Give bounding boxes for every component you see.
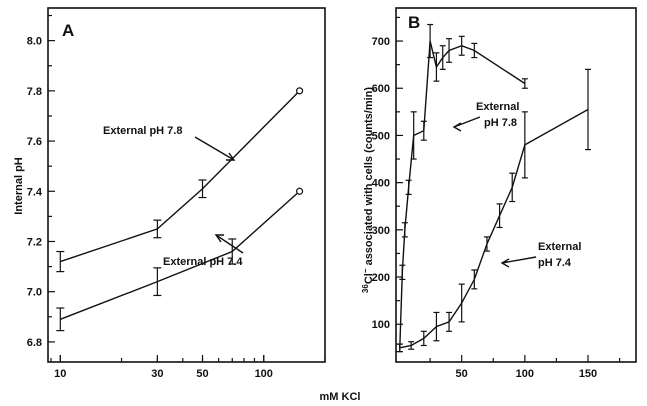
annotation-b-7-8-line1: External	[476, 101, 519, 113]
annotation-b-7-4-line2: pH 7.4	[538, 257, 572, 269]
y-tick-label: 100	[372, 319, 390, 331]
open-point	[295, 87, 304, 95]
panel-b-ylabel-ion: Cl	[363, 273, 375, 284]
y-tick-label: 500	[372, 130, 390, 142]
annotation-arrow-7-8-a	[194, 136, 235, 161]
panel-b-series	[396, 23, 591, 353]
annotation-external-ph-7-4-a: External pH 7.4	[163, 256, 243, 268]
annotation-arrowhead-b-7-8	[452, 122, 462, 132]
panel-b-ylabel-charge: −	[361, 268, 370, 273]
annotation-arrow-b-7-8	[453, 116, 481, 128]
x-tick-label: 100	[516, 368, 534, 380]
x-tick-label: 30	[151, 368, 163, 380]
series-line-a-1	[60, 190, 301, 320]
panel-a-ylabel: Internal pH	[13, 157, 25, 215]
panel-b: B 36Cl− associated with cells (counts/mi…	[361, 7, 637, 380]
y-tick-label: 200	[372, 272, 390, 284]
y-tick-label: 6.8	[27, 337, 42, 349]
panel-b-ylabel: 36Cl− associated with cells (counts/min)	[361, 87, 375, 293]
y-tick-label: 700	[372, 36, 390, 48]
y-tick-label: 300	[372, 225, 390, 237]
annotation-b-7-8-line2: pH 7.8	[484, 117, 517, 129]
x-tick-label: 50	[456, 368, 468, 380]
annotation-b-7-4-line1: External	[538, 241, 581, 253]
series-line-b-1	[399, 108, 589, 349]
x-tick-label: 50	[196, 368, 208, 380]
x-tick-label: 100	[255, 368, 273, 380]
y-tick-label: 7.8	[27, 86, 42, 98]
panel-a-label: A	[62, 21, 74, 40]
x-tick-label: 150	[579, 368, 597, 380]
annotation-external-ph-7-8-a: External pH 7.8	[103, 125, 182, 137]
annotation-arrow-b-7-4	[501, 256, 537, 264]
y-tick-label: 7.6	[27, 136, 42, 148]
x-tick-label: 10	[54, 368, 66, 380]
y-tick-label: 7.4	[27, 186, 43, 198]
open-point	[295, 187, 304, 195]
y-tick-label: 7.2	[27, 236, 42, 248]
annotation-arrowhead-7-8-a	[226, 152, 236, 161]
y-tick-label: 7.0	[27, 287, 42, 299]
y-tick-label: 600	[372, 83, 390, 95]
panel-b-label: B	[408, 13, 420, 32]
annotation-arrowhead-7-4-a	[214, 234, 224, 243]
y-tick-label: 400	[372, 178, 390, 190]
annotation-arrowhead-b-7-4	[500, 258, 510, 268]
series-line-a-0	[60, 90, 301, 263]
panel-a-frame	[47, 7, 326, 363]
panel-b-ylabel-isotope: 36	[361, 284, 370, 293]
y-tick-label: 8.0	[27, 36, 42, 48]
panel-b-frame	[395, 7, 637, 363]
shared-xlabel: mM KCl	[320, 391, 361, 403]
panel-a-ticks: 10 30 50 100 6.8 7.0 7.2 7.4 7.6 7.8 8.0	[27, 14, 326, 380]
panel-a-series	[56, 87, 304, 332]
annotation-arrow-7-4-a	[215, 234, 244, 254]
panel-a: A Internal pH 10 30 50 100 6.8 7.0 7.2 7.4 7.6 7.…	[13, 7, 326, 380]
panel-b-ticks: 50 100 150 100 200 300 400 500 600 700	[372, 16, 621, 380]
panel-b-ylabel-text: associated with cells (counts/min)	[363, 87, 375, 269]
